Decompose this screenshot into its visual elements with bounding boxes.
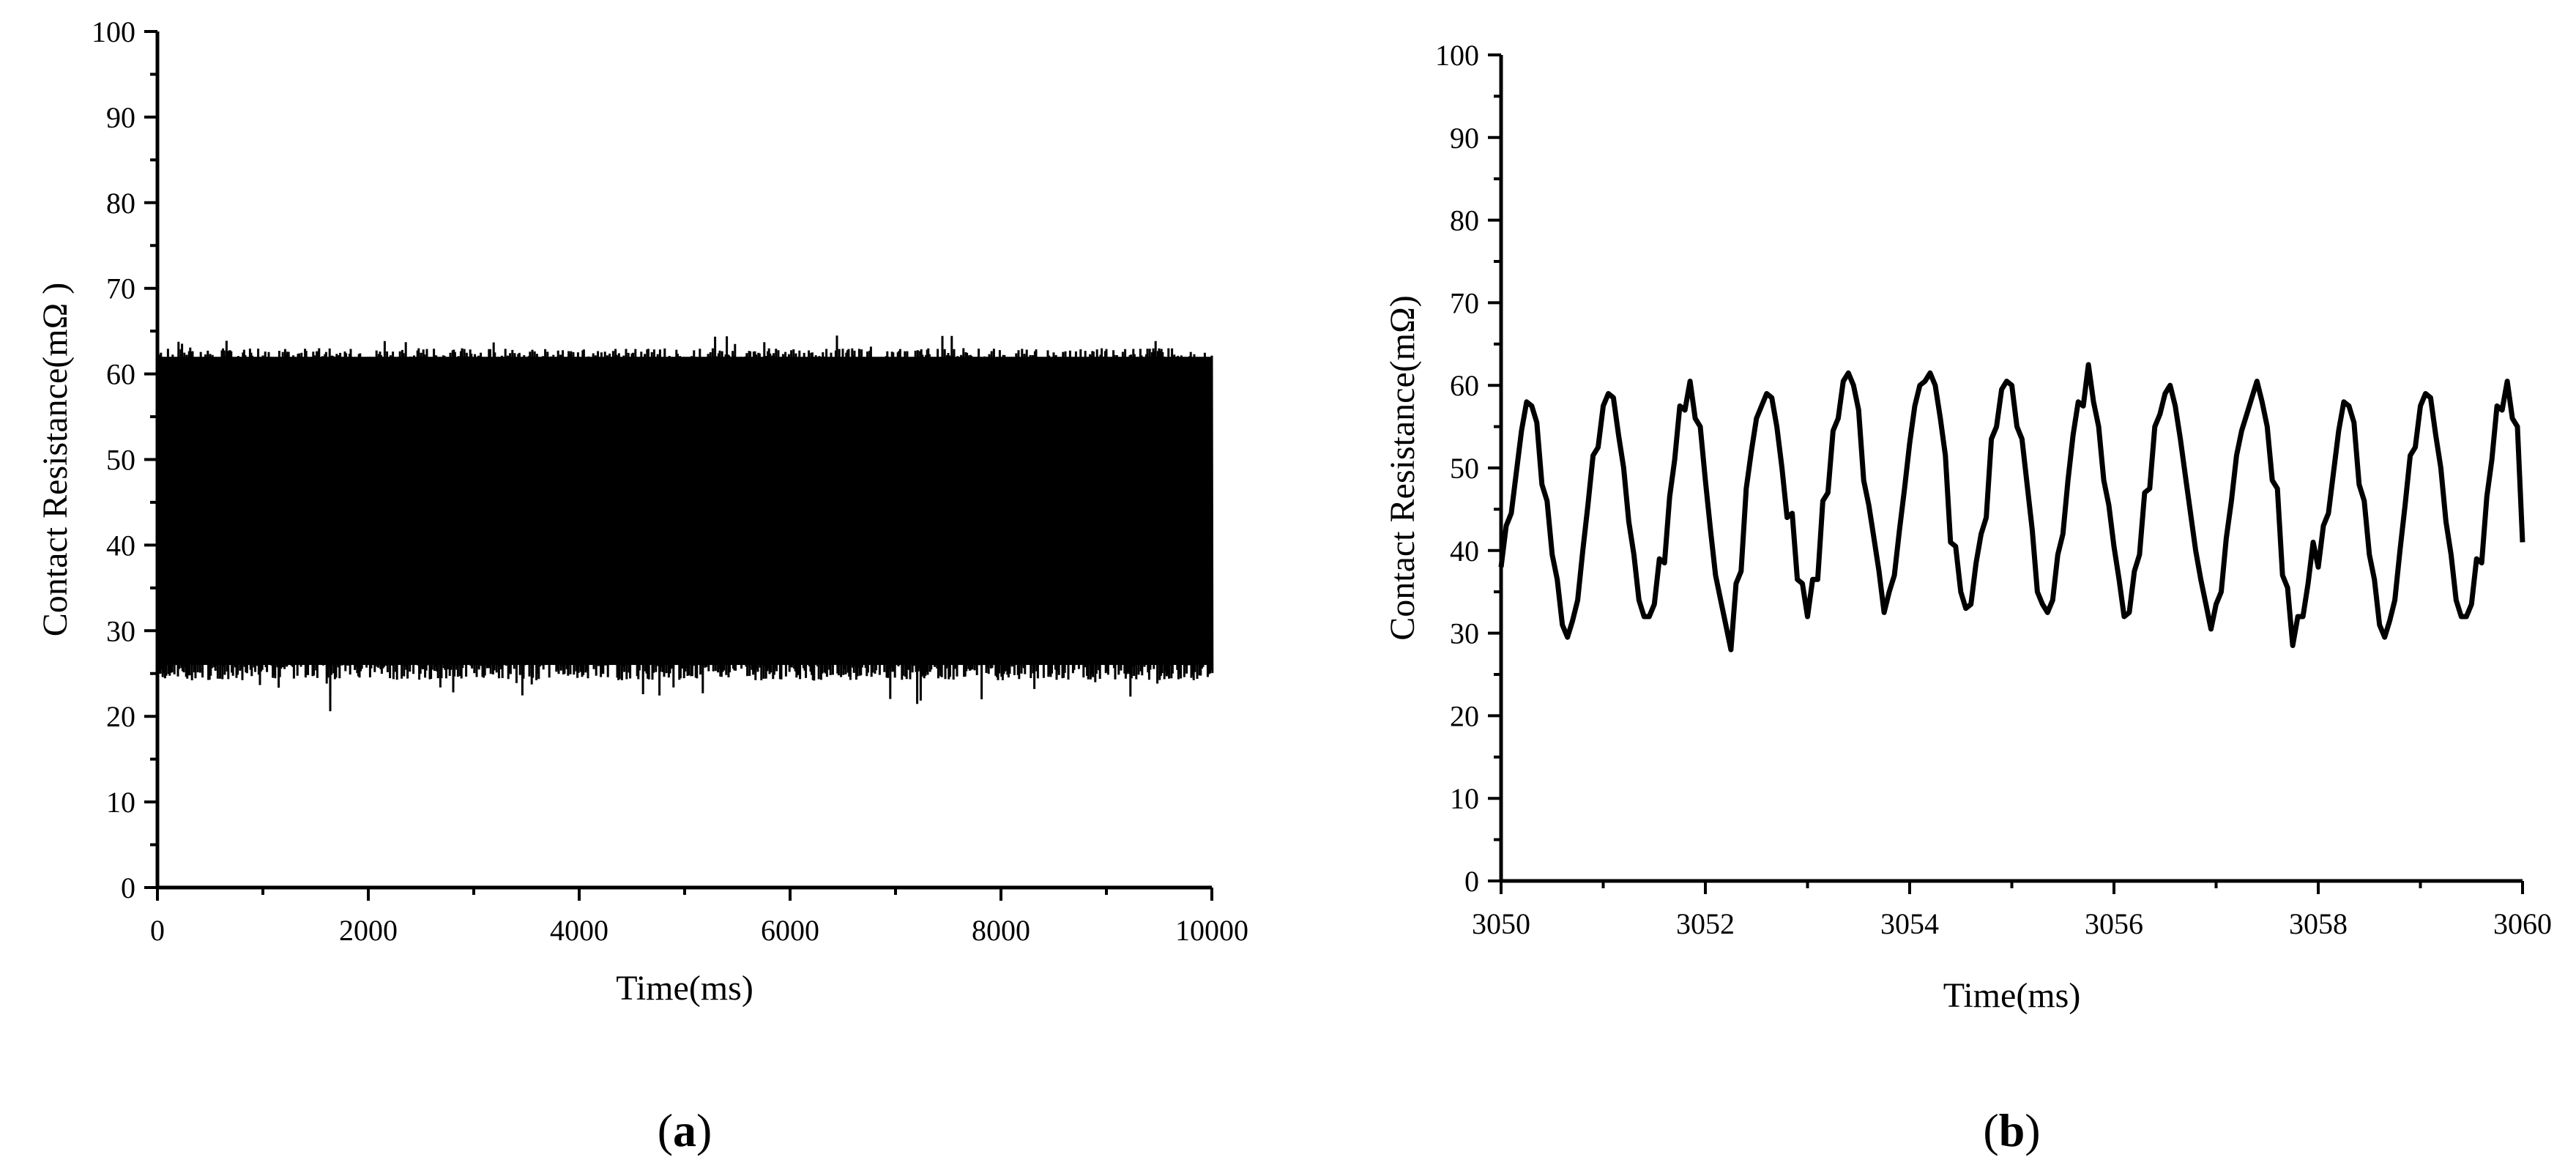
y-tick-label: 40	[106, 529, 135, 562]
y-tick-label: 0	[121, 871, 135, 904]
y-tick-label: 70	[106, 272, 135, 305]
y-tick-label: 90	[1450, 122, 1479, 155]
y-tick-label: 80	[106, 187, 135, 220]
y-tick-label: 10	[106, 786, 135, 819]
y-tick-label: 60	[1450, 369, 1479, 402]
x-tick-label: 8000	[972, 914, 1030, 947]
x-tick-label: 10000	[1175, 914, 1248, 947]
y-tick-label: 30	[106, 614, 135, 647]
x-tick-label: 0	[150, 914, 165, 947]
series-oscillation-line	[156, 335, 1214, 712]
chart-a-panel-label: (a)	[658, 1104, 712, 1156]
y-tick-label: 80	[1450, 204, 1479, 237]
chart-b-axes: 0 10 20 30 40 50 60 70 80 90 100 3050 3052 3054 3056 30…	[1435, 39, 2552, 940]
y-tick-label: 10	[1450, 782, 1479, 815]
x-tick-label: 4000	[550, 914, 608, 947]
x-tick-label: 3056	[2085, 907, 2143, 940]
y-tick-label: 50	[106, 444, 135, 477]
y-tick-label: 20	[1450, 699, 1479, 732]
series-line	[1498, 362, 2525, 652]
chart-a-y-axis-title: Contact Resistance(mΩ )	[36, 283, 75, 637]
y-tick-label: 100	[1435, 39, 1479, 72]
x-tick-label: 3052	[1676, 907, 1735, 940]
x-tick-label: 3050	[1472, 907, 1530, 940]
x-tick-label: 3054	[1880, 907, 1939, 940]
x-tick-label: 6000	[761, 914, 819, 947]
y-tick-label: 30	[1450, 617, 1479, 650]
x-tick-label: 2000	[339, 914, 398, 947]
chart-a-panel-letter: a	[673, 1104, 696, 1156]
y-tick-label: 100	[92, 15, 135, 48]
chart-b-y-axis-title: Contact Resistance(mΩ)	[1383, 295, 1422, 641]
chart-b-x-axis-title: Time(ms)	[1943, 976, 2081, 1015]
y-tick-label: 20	[106, 700, 135, 733]
chart-panel-b: 0 10 20 30 40 50 60 70 80 90 100 3050 3052 3054 3056 30…	[1383, 39, 2552, 1156]
y-tick-label: 70	[1450, 286, 1479, 319]
chart-a-plot-area	[156, 335, 1214, 712]
y-tick-label: 50	[1450, 452, 1479, 485]
y-tick-label: 40	[1450, 535, 1479, 568]
chart-b-panel-letter: b	[1999, 1104, 2025, 1156]
x-tick-label: 3060	[2493, 907, 2552, 940]
chart-b-panel-label: (b)	[1983, 1104, 2040, 1156]
chart-a-x-axis-title: Time(ms)	[616, 969, 753, 1008]
chart-panel-a: 0 10 20 30 40 50 60 70 80 90 100 0 2000 4000 6000 8000 1…	[36, 15, 1248, 1156]
chart-b-plot-area	[1498, 362, 2525, 652]
y-tick-label: 60	[106, 358, 135, 391]
x-tick-label: 3058	[2289, 907, 2348, 940]
y-tick-label: 0	[1464, 865, 1479, 898]
chart-a-axes: 0 10 20 30 40 50 60 70 80 90 100 0 2000 4000 6000 8000 1…	[92, 15, 1248, 947]
y-tick-label: 90	[106, 101, 135, 134]
